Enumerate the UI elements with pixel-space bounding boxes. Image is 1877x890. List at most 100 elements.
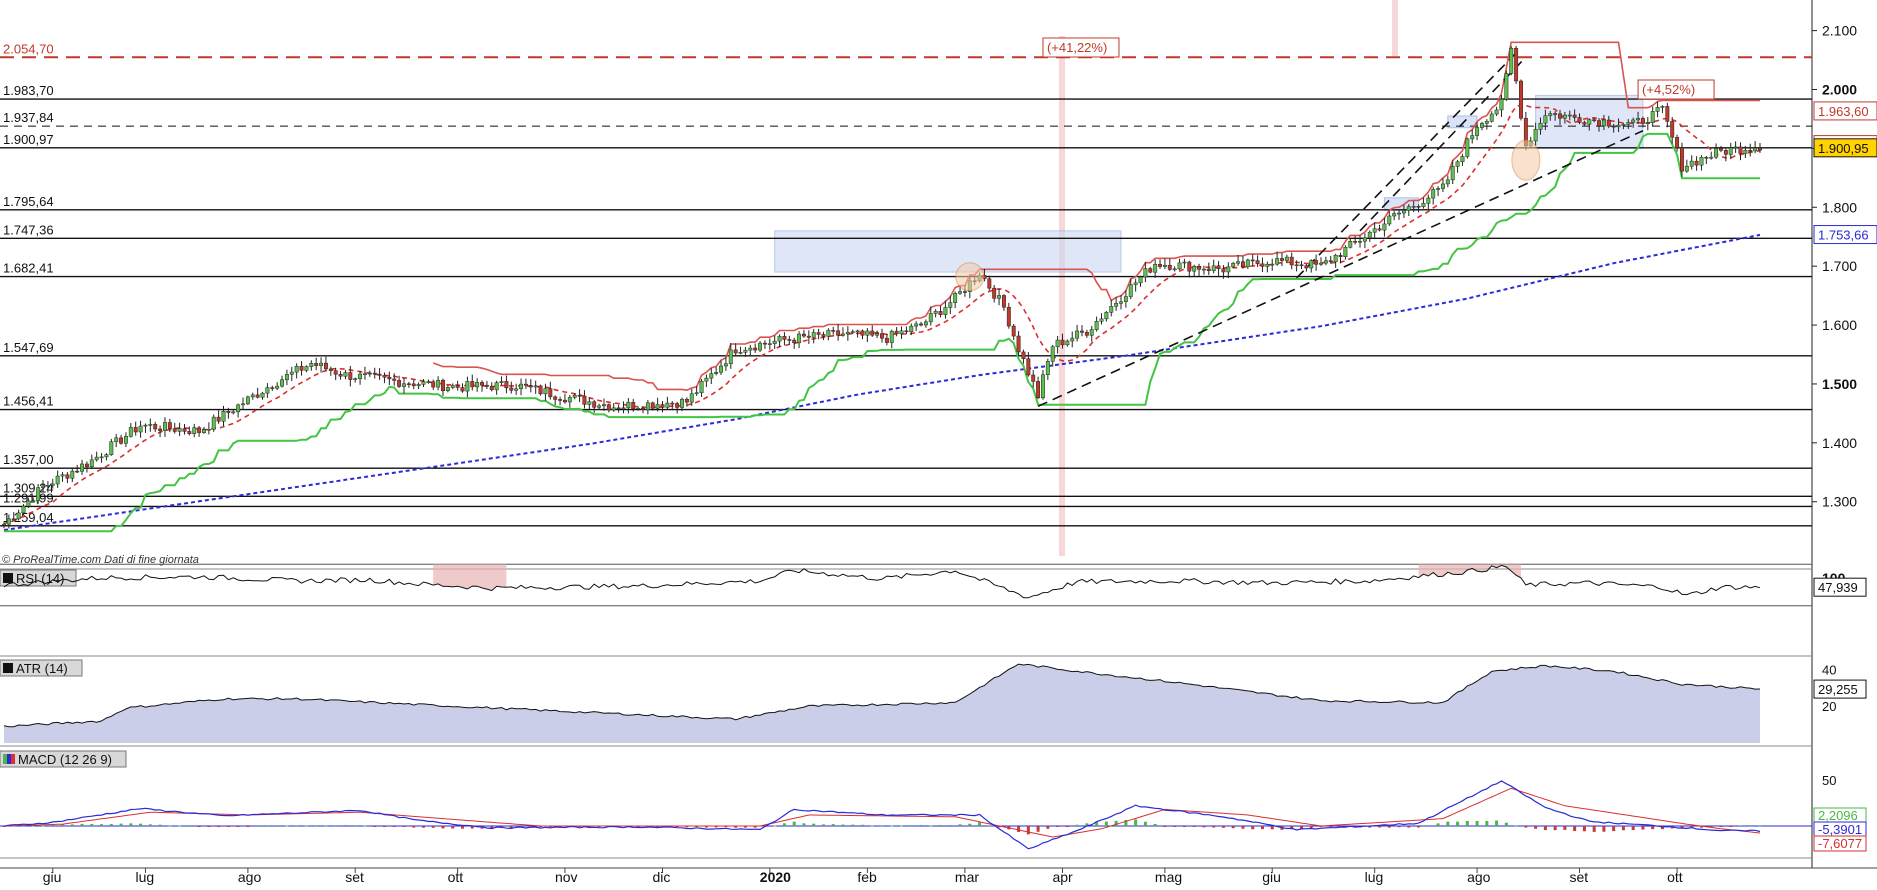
candle — [80, 463, 85, 472]
candle — [762, 342, 767, 345]
macd-histogram-bar — [743, 826, 747, 828]
macd-histogram-bar — [997, 826, 1001, 828]
source-text: © ProRealTime.com Dati di fine giornata — [2, 554, 199, 566]
candle — [699, 380, 704, 393]
level-label: 1.900,97 — [3, 132, 54, 147]
macd-histogram-bar — [1592, 826, 1596, 832]
candle — [1645, 122, 1650, 124]
rsi-value-tag — [1813, 577, 1867, 597]
candle — [138, 425, 143, 433]
candle — [1162, 264, 1167, 267]
macd-histogram-bar — [1417, 826, 1421, 828]
macd-histogram-bar — [80, 823, 84, 826]
candle — [1080, 330, 1084, 333]
macd-histogram-bar — [275, 825, 279, 827]
candle — [519, 383, 524, 390]
candle — [1314, 260, 1319, 265]
candle — [567, 397, 572, 403]
candle — [128, 427, 133, 437]
candle — [1601, 119, 1606, 127]
macd-histogram-bar — [509, 826, 513, 829]
macd-histogram-bar — [1699, 826, 1703, 828]
right-price-tag — [1813, 101, 1877, 121]
candle — [694, 392, 699, 395]
macd-histogram-bar — [1495, 820, 1499, 826]
candle — [133, 427, 138, 433]
candle — [343, 372, 348, 377]
candle — [1504, 73, 1509, 100]
macd-histogram-bar — [226, 826, 230, 827]
candle — [21, 505, 26, 514]
macd-histogram-bar — [470, 826, 474, 829]
candle — [1572, 114, 1577, 118]
macd-histogram-bar — [109, 824, 113, 826]
candle — [1089, 329, 1094, 336]
macd-histogram-bar — [22, 825, 26, 827]
candle — [636, 408, 641, 410]
candle — [1431, 189, 1436, 199]
candle — [382, 375, 387, 378]
candle — [606, 404, 611, 411]
candle — [1640, 118, 1645, 124]
macd-histogram-bar — [987, 825, 991, 827]
macd-histogram-bar — [1329, 826, 1333, 828]
trend-line — [1296, 52, 1517, 279]
candle — [1748, 150, 1753, 152]
macd-histogram-bar — [1485, 820, 1489, 826]
candle — [738, 352, 743, 354]
macd-histogram-bar — [1231, 826, 1235, 829]
candle — [997, 295, 1002, 299]
candle — [811, 332, 816, 338]
candle — [241, 403, 245, 406]
time-tick-label: 2020 — [760, 869, 791, 885]
macd-value-label: -5,3901 — [1818, 822, 1862, 837]
time-tick-label: apr — [1052, 869, 1073, 885]
candle — [543, 388, 548, 395]
time-tick-label: lug — [135, 869, 154, 885]
right-price-tag — [1813, 225, 1877, 245]
candle — [1372, 228, 1377, 233]
candle — [1348, 240, 1353, 248]
candle — [177, 428, 182, 432]
macd-histogram-bar — [1465, 820, 1469, 826]
candle — [192, 427, 197, 434]
candle — [1758, 147, 1762, 151]
atr-title-box — [0, 659, 83, 677]
rsi-value-label: 47,939 — [1818, 580, 1858, 595]
candle — [909, 325, 914, 333]
candle — [553, 396, 558, 400]
candle — [689, 393, 694, 403]
candle — [84, 463, 89, 468]
candle — [60, 474, 65, 477]
macd-histogram-bar — [256, 825, 260, 827]
candle — [367, 372, 372, 375]
candle — [1060, 339, 1065, 346]
candle — [1358, 240, 1362, 243]
atr-value-tag — [1813, 679, 1867, 699]
candle — [41, 485, 45, 488]
candle — [787, 339, 792, 341]
candle — [348, 372, 353, 380]
candle — [1406, 206, 1411, 211]
macd-histogram-bar — [265, 825, 269, 827]
atr-value-label: 29,255 — [1818, 682, 1858, 697]
candle — [75, 470, 80, 473]
macd-histogram-bar — [1553, 826, 1557, 831]
macd-histogram-bar — [304, 825, 308, 827]
candle — [631, 402, 636, 410]
candle — [1270, 263, 1275, 266]
candle — [2, 523, 6, 526]
macd-swatch — [7, 754, 11, 764]
candle — [1114, 303, 1119, 307]
level-label: 1.983,70 — [3, 83, 54, 98]
candle — [1094, 321, 1099, 330]
candle — [1494, 109, 1499, 115]
candle — [158, 428, 163, 431]
macd-histogram-bar — [1426, 825, 1430, 827]
candle — [411, 383, 416, 387]
candle — [777, 336, 782, 342]
candle — [1353, 240, 1358, 243]
macd-histogram-bar — [1173, 826, 1177, 827]
candle — [1275, 258, 1280, 265]
